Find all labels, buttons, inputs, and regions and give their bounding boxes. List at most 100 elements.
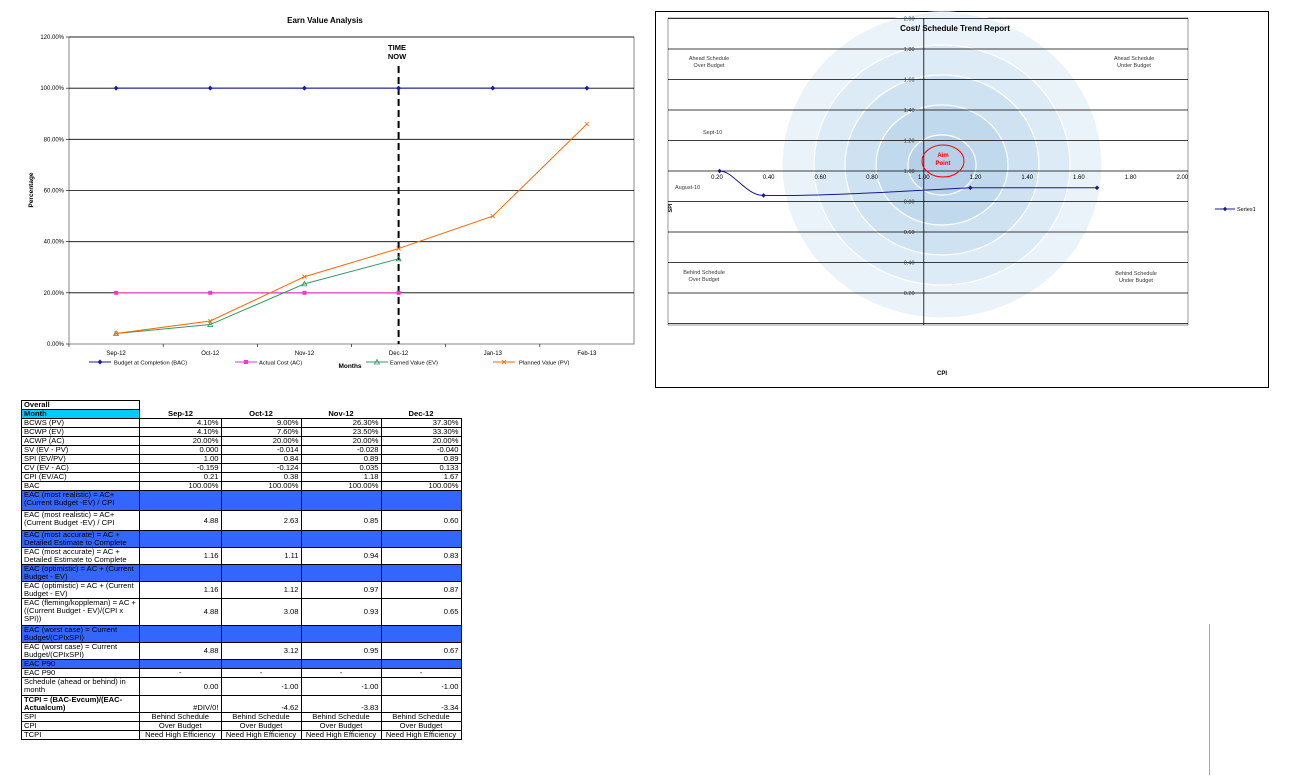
point-bac xyxy=(490,85,496,91)
point-pv xyxy=(584,121,590,127)
row-value: - xyxy=(139,668,222,678)
row-value: 0.85 xyxy=(300,510,382,531)
month-col-1: Sep-12 xyxy=(168,408,193,418)
quadrant-top-right-line1: Ahead Schedule xyxy=(1114,56,1154,62)
row-value: Need High Efficiency xyxy=(380,730,462,740)
ev-chart-title: Earn Value Analysis xyxy=(287,16,363,25)
row-value: -1.00 xyxy=(300,677,382,696)
row-value xyxy=(380,530,462,548)
point-pv xyxy=(207,318,213,324)
trend-xtick-label: 1.80 xyxy=(1125,175,1137,181)
trend-ytick-label: 1.20 xyxy=(904,139,915,145)
series1-point xyxy=(968,185,973,191)
series-line-ev xyxy=(116,258,399,335)
legend-item-pv: Planned Value (PV) xyxy=(493,359,570,367)
ev-legend: Budget at Completion (BAC) Actual Cost (… xyxy=(89,358,570,367)
table-row: CPI (EV/AC) 0.21 0.38 1.18 1.67 xyxy=(21,472,462,482)
row-label: SPI xyxy=(21,712,140,722)
ev-x-axis-label: Months xyxy=(338,363,361,370)
ev-ytick-label: 20.00% xyxy=(44,291,65,297)
ev-ytick-label: 80.00% xyxy=(44,137,65,143)
row-value: 0.00 xyxy=(139,677,222,696)
time-now-label-line2: NOW xyxy=(388,52,407,61)
trend-legend-label: Series1 xyxy=(1237,207,1256,213)
row-value: #DIV/0! xyxy=(139,695,222,713)
point-bac xyxy=(113,85,119,91)
row-label: TCPI xyxy=(21,730,140,740)
month-col-2: Oct-12 xyxy=(249,408,273,418)
divider-line xyxy=(1209,624,1210,775)
table-header-row: Month Sep-12 Oct-12 Nov-12 Dec-12 xyxy=(21,408,462,419)
point-pv xyxy=(302,274,307,279)
legend-label-ev: Earned Value (EV) xyxy=(390,361,438,367)
point-ac xyxy=(302,290,307,295)
legend-item-ac: Actual Cost (AC) xyxy=(235,360,302,367)
legend-item-ev: Earned Value (EV) xyxy=(366,358,438,367)
quadrant-top-left-line2: Over Budget xyxy=(694,63,725,69)
row-value xyxy=(220,490,302,511)
trend-ytick-label: 1.40 xyxy=(904,108,915,114)
table-row: EAC (most realistic) = AC+ (Current Budg… xyxy=(21,510,462,531)
table-row: ACWP (AC) 20.00% 20.00% 20.00% 20.00% xyxy=(21,436,462,446)
table-row: EAC (fleming/koppleman) = AC + ((Current… xyxy=(21,598,462,626)
time-now-marker: TIME NOW xyxy=(388,43,407,344)
row-value: 0.67 xyxy=(380,642,462,660)
row-label: EAC (most accurate) = AC + Detailed Esti… xyxy=(21,547,140,565)
row-label: EAC (optimistic) = AC + (Current Budget … xyxy=(21,581,140,599)
row-value: 4.88 xyxy=(139,642,222,660)
row-value: Need High Efficiency xyxy=(139,730,222,740)
table-row: EAC (optimistic) = AC + (Current Budget … xyxy=(21,581,462,599)
month-col-4: Dec-12 xyxy=(408,408,434,418)
quadrant-top-right: Ahead Schedule Under Budget xyxy=(1114,56,1154,69)
trend-xtick-label: 1.60 xyxy=(1073,175,1085,181)
row-value: 0.60 xyxy=(380,510,462,531)
row-value: 1.11 xyxy=(220,547,302,565)
row-value: 100.00% xyxy=(380,481,462,491)
trend-ytick-label: 0.20 xyxy=(904,291,915,297)
row-value: 0.95 xyxy=(300,642,382,660)
cost-schedule-trend-chart: 0.20 0.40 0.60 0.80 1.00 1.20 1.40 1.60 1.80 2.00… xyxy=(655,11,1269,388)
quadrant-bottom-right: Behind Schedule Under Budget xyxy=(1115,271,1157,284)
trend-xtick-label: 0.80 xyxy=(866,175,878,181)
row-value: -3.83 xyxy=(300,695,382,713)
point-ac xyxy=(396,290,401,295)
row-value: - xyxy=(220,668,302,678)
point-ev xyxy=(395,255,402,262)
row-value: 3.12 xyxy=(220,642,302,660)
table-row: BCWS (PV) 4.10% 9.00% 26.30% 37.30% xyxy=(21,418,462,428)
row-value: 100.00% xyxy=(300,481,382,491)
trend-ytick-label: 1.60 xyxy=(904,78,915,84)
table-row: CPI Over Budget Over Budget Over Budget Over… xyxy=(21,721,462,731)
table-row: EAC (most accurate) = AC + Detailed Esti… xyxy=(21,530,462,548)
table-row: EAC (most realistic) = AC+ (Current Budg… xyxy=(21,490,462,511)
trend-xtick-label: 1.40 xyxy=(1021,175,1033,181)
point-bac xyxy=(207,85,213,91)
trend-ytick-label: 0.60 xyxy=(904,230,915,236)
ev-xtick-label: Oct-12 xyxy=(201,351,220,357)
quadrant-bottom-right-line2: Under Budget xyxy=(1119,278,1153,284)
row-value: 0.65 xyxy=(380,598,462,626)
trend-xtick-label: 2.00 xyxy=(1176,175,1188,181)
row-value xyxy=(300,564,382,582)
aim-point-label-line2: Point xyxy=(936,161,951,167)
table-row: TCPI Need High Efficiency Need High Effici… xyxy=(21,730,462,740)
point-pv xyxy=(113,331,119,336)
trend-xtick-label: 0.20 xyxy=(711,175,723,181)
trend-chart-title: Cost/ Schedule Trend Report xyxy=(900,24,1010,33)
row-value xyxy=(220,625,302,643)
ev-ytick-label: 60.00% xyxy=(44,189,65,195)
row-label: EAC (most realistic) = AC+ (Current Budg… xyxy=(21,490,140,511)
ev-xtick-label: Feb-13 xyxy=(577,351,597,357)
row-value xyxy=(380,564,462,582)
trend-y-axis-label: SPI xyxy=(668,203,674,212)
row-value xyxy=(300,530,382,548)
row-value: -1.00 xyxy=(380,677,462,696)
point-label-august: August-10 xyxy=(675,185,700,191)
table-row: EAC (optimistic) = AC + (Current Budget … xyxy=(21,564,462,582)
row-label: TCPI = (BAC-Evcum)/(EAC-Actualcum) xyxy=(21,695,140,713)
table-row: Schedule (ahead or behind) in month 0.00-… xyxy=(21,677,462,696)
trend-legend: Series1 xyxy=(1215,206,1256,213)
row-value: 4.88 xyxy=(139,598,222,626)
row-value: 0.83 xyxy=(380,547,462,565)
time-now-label-line1: TIME xyxy=(388,43,406,52)
